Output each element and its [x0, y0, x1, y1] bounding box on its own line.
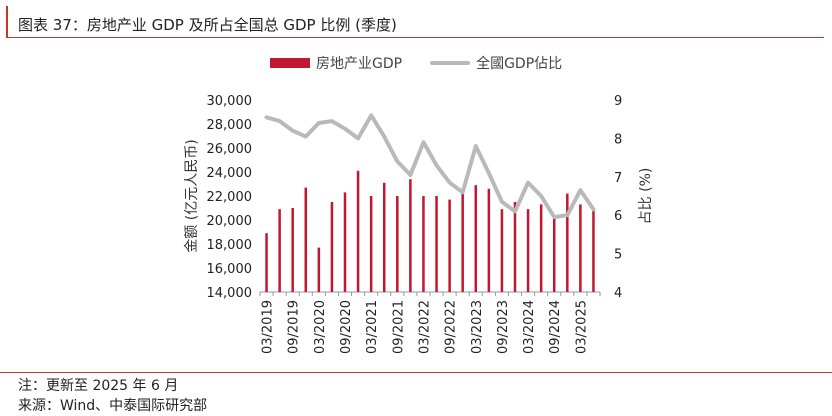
series-line — [264, 113, 596, 220]
chart-legend: 房地产业GDP 全國GDP佔比 — [270, 52, 590, 74]
y-tick-label: 30,000 — [207, 94, 253, 109]
bar — [487, 188, 491, 292]
y-tick-label: 16,000 — [207, 262, 253, 277]
footnote-block: 注：更新至 2025 年 6 月 来源：Wind、中泰国际研究部 — [0, 372, 832, 414]
legend-label-line: 全國GDP佔比 — [476, 56, 563, 72]
bar — [552, 216, 556, 292]
y2-tick-label: 6 — [614, 209, 622, 224]
bar — [592, 209, 595, 292]
bar — [356, 170, 360, 292]
footnote-source: 来源：Wind、中泰国际研究部 — [18, 398, 208, 414]
bar — [382, 182, 386, 292]
y2-tick-label: 9 — [614, 94, 622, 109]
bar — [526, 209, 530, 292]
legend-item-line: 全國GDP佔比 — [430, 53, 562, 73]
bar — [396, 196, 399, 292]
bar — [422, 196, 425, 292]
bar — [409, 179, 412, 292]
x-tick-label: 09/2024 — [548, 300, 563, 354]
bar — [291, 208, 294, 292]
bar — [330, 202, 334, 292]
bar — [343, 192, 347, 292]
x-tick-label: 09/2023 — [496, 300, 511, 354]
footnote-note: 注：更新至 2025 年 6 月 — [18, 378, 179, 394]
y-tick-label: 14,000 — [207, 286, 253, 301]
bar — [513, 202, 517, 292]
bar — [265, 233, 268, 292]
page-title: 图表 37：房地产业 GDP 及所占全国总 GDP 比例 (季度) — [18, 16, 397, 34]
chart-svg: 14,000 16,000 18,000 20,000 22,000 24,000 26,0… — [184, 94, 654, 354]
legend-item-bar: 房地产业GDP — [270, 53, 402, 73]
x-tick-label: 03/2020 — [313, 300, 328, 354]
y-axis-title: 金额 (亿元人民币) — [184, 139, 200, 252]
y-tick-label: 26,000 — [207, 142, 253, 157]
bar — [304, 187, 308, 292]
x-tick-label: 09/2020 — [339, 300, 354, 354]
x-tick-label: 03/2022 — [417, 300, 432, 354]
x-tick-label: 03/2019 — [261, 300, 276, 354]
title-bar: 图表 37：房地产业 GDP 及所占全国总 GDP 比例 (季度) — [6, 6, 824, 38]
legend-swatch-bar — [270, 58, 310, 68]
y2-tick-label: 8 — [614, 132, 622, 147]
x-tick-label: 03/2021 — [365, 300, 380, 354]
y2-axis-title: 占比 (%) — [638, 168, 654, 225]
y-tick-label: 18,000 — [207, 238, 253, 253]
bar — [474, 185, 478, 292]
bar — [369, 196, 373, 292]
bar — [539, 204, 543, 292]
y-tick-label: 28,000 — [207, 118, 253, 133]
y-tick-label: 22,000 — [207, 190, 253, 205]
x-tick-label: 09/2019 — [287, 300, 302, 354]
y2-tick-label: 4 — [614, 286, 622, 301]
x-tick-label: 03/2023 — [470, 300, 485, 354]
bar — [500, 209, 504, 292]
legend-label-bar: 房地产业GDP — [316, 56, 403, 72]
bar — [435, 196, 438, 292]
bar — [317, 247, 321, 292]
x-tick-label: 03/2025 — [574, 300, 589, 354]
x-tick-label: 09/2021 — [391, 300, 406, 354]
y-tick-label: 24,000 — [207, 166, 253, 181]
bar — [461, 192, 464, 292]
x-tick-label: 09/2022 — [444, 300, 459, 354]
bar — [566, 193, 569, 292]
bar — [579, 204, 582, 292]
bar — [278, 209, 281, 292]
x-tick-label: 03/2024 — [522, 300, 537, 354]
y2-tick-label: 7 — [614, 171, 622, 186]
legend-swatch-line — [430, 61, 471, 65]
y2-tick-label: 5 — [614, 248, 622, 263]
y-tick-label: 20,000 — [207, 214, 253, 229]
bar — [448, 199, 451, 292]
